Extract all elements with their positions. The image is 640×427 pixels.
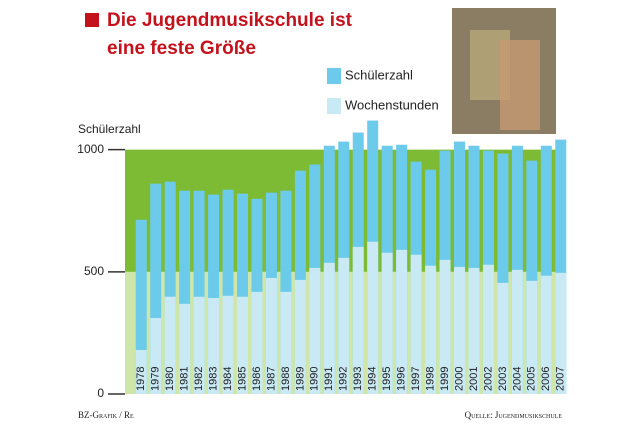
legend-label: Schülerzahl [345, 67, 413, 82]
x-tick-label: 1995 [381, 367, 393, 391]
y-tick-label: 1000 [77, 142, 104, 156]
bar [237, 296, 248, 394]
x-tick-label: 1987 [265, 367, 277, 391]
y-tick-label: 0 [97, 386, 104, 400]
x-tick-label: 1991 [323, 367, 335, 391]
bar [410, 254, 422, 394]
legend-swatch [327, 98, 341, 114]
credit: BZ-Grafik / Re [78, 410, 134, 420]
x-tick-label: 1994 [367, 367, 379, 391]
bar [164, 181, 176, 394]
x-tick-label: 1998 [424, 367, 436, 391]
bar [367, 241, 379, 394]
bar [280, 291, 292, 394]
x-tick-label: 2001 [468, 367, 480, 391]
bar [439, 259, 451, 394]
bar [237, 193, 248, 394]
bar [150, 318, 162, 394]
bar [381, 252, 393, 394]
bar [526, 160, 538, 394]
x-tick-label: 1986 [251, 367, 263, 391]
x-tick-label: 2006 [540, 367, 552, 391]
bar [251, 291, 263, 394]
bar [179, 303, 191, 394]
bar [511, 269, 523, 394]
bar [193, 296, 205, 394]
bar [135, 350, 147, 394]
x-tick-label: 1980 [164, 367, 176, 391]
legend-swatch [327, 68, 341, 84]
x-tick-label: 2000 [453, 367, 465, 391]
x-tick-label: 1989 [294, 367, 306, 391]
bar [222, 189, 234, 394]
bar [208, 194, 220, 394]
x-tick-label: 1981 [179, 367, 191, 391]
x-tick-label: 1982 [193, 367, 205, 391]
x-tick-label: 2007 [555, 367, 567, 391]
x-tick-label: 1985 [236, 367, 248, 391]
bar [482, 264, 494, 394]
bar [352, 246, 364, 394]
bar [468, 267, 480, 394]
y-axis-label: Schülerzahl [78, 122, 141, 136]
bar [540, 275, 552, 394]
x-tick-label: 2002 [482, 367, 494, 391]
x-tick-label: 1996 [396, 367, 408, 391]
title-marker [85, 13, 99, 27]
bar [150, 183, 162, 394]
bar [425, 265, 437, 394]
bar [338, 257, 350, 394]
x-tick-label: 1988 [280, 367, 292, 391]
x-tick-label: 1979 [150, 367, 162, 391]
bar [555, 272, 567, 394]
bar [497, 282, 509, 394]
chart-title: eine feste Größe [107, 38, 256, 59]
bar [294, 279, 306, 394]
x-tick-label: 2004 [511, 367, 523, 391]
photo-detail [500, 40, 540, 130]
legend-label: Wochenstunden [345, 97, 439, 112]
bar [135, 219, 147, 394]
x-tick-label: 1997 [410, 367, 422, 391]
chart-title: Die Jugendmusikschule ist [107, 10, 353, 31]
bar [323, 262, 335, 394]
bar [555, 139, 567, 394]
bar [164, 296, 176, 394]
x-tick-label: 1984 [222, 367, 234, 391]
x-tick-label: 1978 [135, 367, 147, 391]
bar [222, 295, 234, 394]
y-tick-label: 500 [84, 264, 104, 278]
x-tick-label: 1993 [352, 367, 364, 391]
x-tick-label: 1983 [207, 367, 219, 391]
bar [540, 145, 552, 394]
bar [396, 249, 408, 394]
bar [193, 190, 205, 394]
bar [309, 267, 321, 394]
bar [208, 297, 220, 394]
x-tick-label: 2003 [497, 367, 509, 391]
x-tick-label: 1992 [338, 367, 350, 391]
bar [454, 266, 465, 394]
bar [179, 190, 191, 394]
bar [526, 280, 538, 394]
x-tick-label: 1999 [439, 367, 451, 391]
x-tick-label: 2005 [526, 367, 538, 391]
source: Quelle: Jugendmusikschule [465, 410, 563, 420]
bar [497, 153, 509, 394]
x-tick-label: 1990 [309, 367, 321, 391]
bar [265, 277, 277, 394]
